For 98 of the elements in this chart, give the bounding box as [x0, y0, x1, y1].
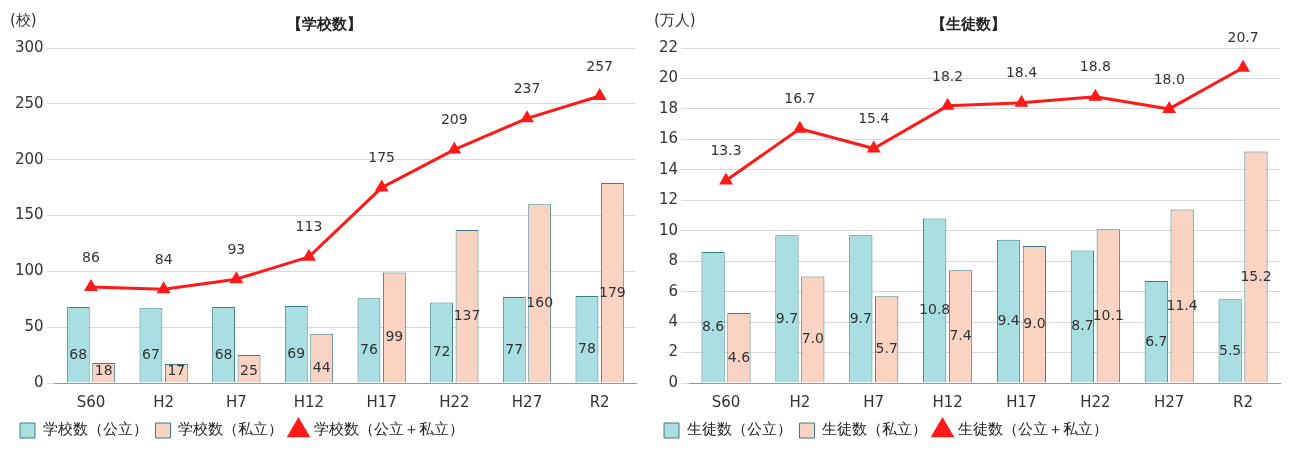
y-axis-title: (校) — [10, 11, 37, 30]
data-label: 4.6 — [727, 348, 751, 365]
data-label: 13.3 — [710, 142, 742, 159]
y-tick-label: 20 — [658, 68, 679, 87]
x-tick-label: H22 — [1080, 392, 1111, 411]
y-tick-label: 250 — [14, 93, 44, 112]
legend-label: 学校数（私立） — [178, 420, 283, 439]
data-label: 18.8 — [1079, 58, 1111, 75]
data-label: 257 — [586, 57, 614, 74]
y-tick-label: 8 — [668, 251, 679, 270]
data-label: 9.7 — [775, 309, 799, 326]
y-tick-label: 50 — [24, 317, 44, 336]
data-label: 69 — [287, 345, 306, 362]
point — [157, 282, 170, 294]
data-label: 18.4 — [1005, 64, 1038, 81]
x-tick-label: H2 — [789, 392, 811, 411]
point — [230, 272, 243, 284]
data-label: 10.8 — [919, 301, 951, 318]
x-tick-label: H12 — [932, 392, 963, 411]
data-label: 93 — [227, 240, 246, 257]
y-tick-label: 200 — [14, 149, 44, 168]
data-label: 15.4 — [858, 110, 890, 127]
x-tick-label: S60 — [76, 392, 106, 411]
y-tick-label: 4 — [668, 311, 679, 330]
x-tick-label: H12 — [293, 392, 325, 411]
data-label: 9.0 — [1023, 315, 1046, 332]
point — [85, 280, 97, 291]
chart-title: 【生徒数】 — [930, 14, 1006, 33]
x-tick-label: R2 — [589, 392, 610, 411]
y-tick-label: 6 — [668, 281, 679, 300]
data-label: 8.6 — [701, 318, 725, 335]
data-label: 209 — [440, 111, 468, 128]
y-tick-label: 100 — [14, 261, 44, 280]
y-tick-label: 12 — [658, 190, 679, 209]
data-label: 76 — [360, 341, 378, 358]
x-tick-label: S60 — [711, 392, 741, 411]
data-label: 16.7 — [784, 90, 816, 107]
data-label: 77 — [505, 340, 524, 357]
x-tick-label: H22 — [439, 392, 470, 411]
data-label: 67 — [142, 346, 160, 363]
data-label: 7.4 — [949, 327, 972, 344]
point — [593, 89, 606, 101]
y-axis-title: (万人) — [654, 11, 696, 30]
data-label: 9.7 — [849, 309, 872, 326]
data-label: 9.4 — [997, 312, 1020, 329]
data-label: 175 — [368, 149, 396, 166]
y-tick-label: 0 — [668, 372, 679, 391]
data-label: 18.2 — [932, 67, 964, 84]
data-label: 68 — [214, 345, 233, 362]
data-label: 25 — [240, 361, 258, 378]
data-label: 20.7 — [1227, 29, 1259, 46]
x-tick-label: R2 — [1233, 392, 1254, 411]
data-label: 5.5 — [1219, 341, 1242, 358]
point — [720, 173, 732, 185]
data-label: 17 — [167, 361, 186, 378]
y-tick-label: 10 — [658, 220, 679, 239]
data-label: 78 — [578, 340, 596, 357]
legend-label: 生徒数（公立） — [686, 420, 792, 439]
x-tick-label: H27 — [511, 392, 543, 411]
data-label: 7.0 — [801, 330, 824, 347]
data-label: 68 — [69, 345, 88, 362]
legend-label: 学校数（公立） — [42, 420, 148, 439]
y-tick-label: 16 — [658, 129, 679, 148]
x-tick-label: H27 — [1154, 392, 1185, 411]
legend-label: 生徒数（私立） — [822, 420, 927, 439]
y-tick-label: 300 — [14, 37, 44, 56]
point — [303, 250, 315, 261]
data-label: 84 — [154, 250, 173, 267]
y-tick-label: 22 — [658, 37, 679, 56]
point — [521, 111, 533, 123]
legend-label: 学校数（公立＋私立） — [313, 420, 464, 439]
x-tick-label: H2 — [153, 392, 175, 411]
x-tick-label: H7 — [863, 392, 885, 411]
data-label: 99 — [385, 328, 404, 345]
data-label: 44 — [312, 359, 331, 376]
data-label: 237 — [513, 79, 541, 96]
chart-title: 【学校数】 — [286, 14, 362, 33]
data-label: 6.7 — [1145, 332, 1168, 349]
data-label: 86 — [82, 248, 100, 265]
data-label: 8.7 — [1071, 317, 1094, 334]
y-tick-label: 2 — [668, 342, 679, 361]
point — [1163, 102, 1176, 113]
x-tick-label: H17 — [366, 392, 397, 411]
legend-label: 生徒数（公立＋私立） — [957, 420, 1108, 439]
data-label: 137 — [453, 307, 481, 324]
x-tick-label: H17 — [1006, 392, 1037, 411]
data-label: 18 — [94, 361, 113, 378]
y-tick-label: 0 — [34, 372, 44, 391]
y-tick-label: 150 — [14, 205, 44, 224]
data-label: 18.0 — [1153, 70, 1185, 87]
y-tick-label: 18 — [658, 98, 679, 117]
y-tick-label: 14 — [658, 159, 679, 178]
data-label: 5.7 — [875, 340, 898, 357]
x-tick-label: H7 — [225, 392, 247, 411]
data-label: 72 — [432, 343, 451, 360]
data-label: 15.2 — [1240, 267, 1272, 284]
data-label: 11.4 — [1166, 296, 1198, 313]
data-label: 113 — [295, 218, 323, 235]
